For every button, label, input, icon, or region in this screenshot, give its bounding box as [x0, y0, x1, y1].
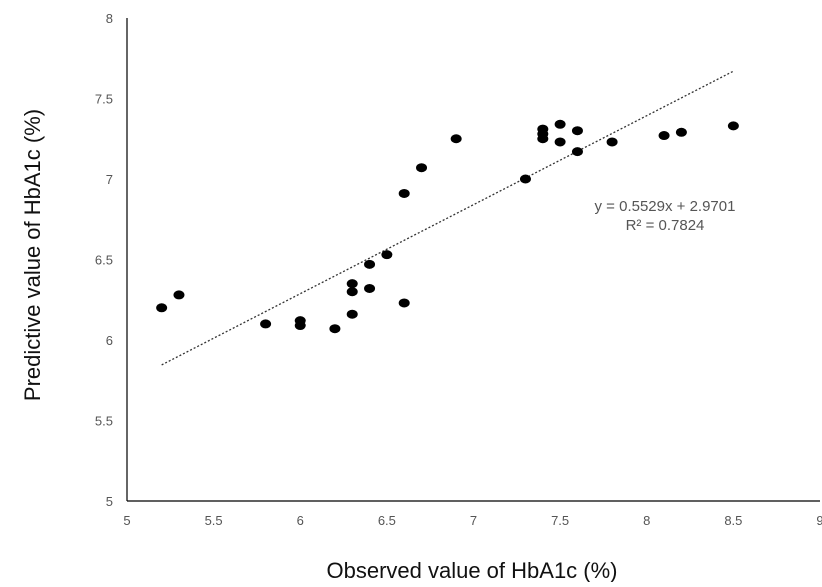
data-point	[537, 134, 549, 144]
x-tick-label: 8	[643, 513, 650, 528]
y-tick-label: 8	[106, 11, 113, 26]
data-point	[519, 174, 531, 184]
data-point	[294, 321, 306, 331]
trendline	[161, 70, 734, 366]
x-tick-label: 6	[297, 513, 304, 528]
y-tick-label: 6	[106, 333, 113, 348]
x-tick-label: 7	[470, 513, 477, 528]
data-point	[554, 119, 566, 129]
x-tick-label: 5.5	[205, 513, 223, 528]
data-point	[346, 279, 358, 289]
tick-labels: 5 5.5 6 6.5 7 7.5 8 8.5 9 5 5.5 6 6.5 7 7.5 8	[95, 11, 822, 528]
data-point	[398, 188, 410, 198]
y-tick-label: 5	[106, 494, 113, 509]
data-point	[416, 163, 428, 173]
data-point	[364, 259, 376, 269]
y-axis-title: Predictive value of HbA1c (%)	[20, 109, 45, 401]
data-point	[398, 298, 410, 308]
x-tick-label: 6.5	[378, 513, 396, 528]
data-point	[658, 131, 670, 141]
y-tick-label: 7	[106, 172, 113, 187]
x-tick-label: 9	[816, 513, 822, 528]
data-point	[329, 324, 341, 334]
data-point	[173, 290, 185, 300]
data-point	[381, 250, 393, 260]
data-point	[156, 303, 168, 313]
y-tick-label: 6.5	[95, 253, 113, 268]
data-point	[727, 121, 739, 131]
data-point	[260, 319, 272, 329]
y-tick-label: 7.5	[95, 92, 113, 107]
x-tick-label: 5	[123, 513, 130, 528]
data-point	[571, 147, 583, 157]
x-tick-label: 8.5	[724, 513, 742, 528]
axes	[126, 18, 820, 502]
data-point	[606, 137, 618, 147]
data-point	[346, 309, 358, 319]
data-point	[675, 127, 687, 137]
trendline-equation: y = 0.5529x + 2.9701	[595, 198, 736, 215]
y-tick-label: 5.5	[95, 414, 113, 429]
data-point	[364, 283, 376, 293]
x-tick-label: 7.5	[551, 513, 569, 528]
data-point	[450, 134, 462, 144]
data-points	[156, 119, 739, 334]
r-squared-label: R² = 0.7824	[626, 217, 705, 234]
data-point	[554, 137, 566, 147]
x-axis-title: Observed value of HbA1c (%)	[326, 558, 617, 582]
data-point	[571, 126, 583, 136]
data-point	[346, 287, 358, 297]
